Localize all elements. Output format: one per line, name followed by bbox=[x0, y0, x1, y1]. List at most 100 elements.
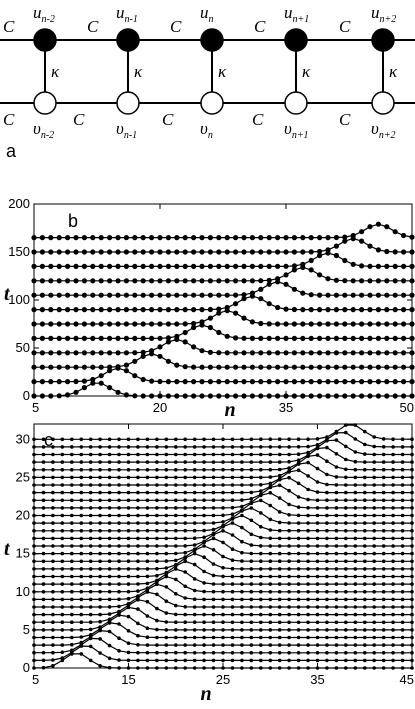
data-point bbox=[182, 263, 188, 269]
data-point bbox=[268, 491, 273, 495]
data-point bbox=[334, 628, 339, 632]
data-point bbox=[60, 506, 65, 510]
data-point bbox=[409, 234, 415, 240]
data-point bbox=[192, 620, 197, 624]
data-point bbox=[296, 461, 301, 465]
data-point bbox=[115, 307, 121, 313]
data-point bbox=[126, 468, 131, 472]
data-point bbox=[117, 622, 121, 626]
data-point bbox=[207, 324, 213, 331]
data-point bbox=[51, 643, 55, 647]
data-point bbox=[363, 521, 367, 525]
data-point bbox=[199, 292, 205, 298]
data-point bbox=[277, 467, 282, 472]
data-point bbox=[211, 643, 216, 647]
data-point bbox=[384, 278, 390, 284]
data-point bbox=[287, 567, 291, 571]
data-point bbox=[249, 467, 254, 472]
data-point bbox=[145, 460, 150, 464]
data-point bbox=[140, 249, 146, 255]
data-point bbox=[268, 635, 273, 640]
y-tick-label: 150 bbox=[8, 244, 30, 259]
data-point bbox=[41, 665, 46, 670]
data-point bbox=[266, 321, 272, 327]
data-point bbox=[384, 364, 390, 370]
data-point bbox=[268, 605, 273, 609]
data-point bbox=[230, 651, 235, 655]
data-point bbox=[207, 364, 213, 370]
data-point bbox=[240, 658, 244, 663]
data-point bbox=[145, 468, 150, 472]
data-point bbox=[221, 445, 225, 449]
data-point bbox=[342, 379, 348, 385]
data-point bbox=[353, 536, 358, 541]
data-point bbox=[216, 329, 222, 336]
data-point bbox=[174, 521, 178, 525]
data-point bbox=[277, 635, 282, 640]
data-point bbox=[174, 307, 180, 313]
data-point bbox=[221, 628, 225, 632]
data-point bbox=[381, 498, 386, 503]
data-point bbox=[126, 483, 131, 487]
kappa-label: κ bbox=[302, 62, 311, 81]
series-line-9 bbox=[34, 252, 412, 267]
data-point bbox=[384, 335, 390, 341]
data-point bbox=[325, 490, 329, 495]
data-point bbox=[32, 529, 36, 533]
data-point bbox=[117, 490, 121, 495]
data-point bbox=[98, 521, 102, 525]
data-point bbox=[174, 513, 178, 518]
data-point bbox=[192, 612, 197, 617]
data-point bbox=[79, 513, 84, 518]
data-point bbox=[88, 445, 93, 449]
data-point bbox=[230, 516, 235, 520]
data-point bbox=[126, 641, 131, 645]
data-point bbox=[56, 335, 62, 341]
data-point bbox=[132, 278, 138, 284]
data-point bbox=[268, 475, 273, 479]
data-point bbox=[107, 574, 112, 579]
data-point bbox=[79, 468, 84, 472]
data-point bbox=[367, 307, 373, 313]
data-point bbox=[363, 582, 367, 586]
data-point bbox=[315, 628, 320, 632]
data-point bbox=[259, 445, 263, 449]
data-point bbox=[48, 278, 54, 284]
data-point bbox=[207, 292, 213, 298]
data-point bbox=[400, 445, 405, 449]
data-point bbox=[372, 544, 377, 548]
data-point bbox=[410, 460, 414, 464]
data-point bbox=[410, 612, 414, 617]
data-point bbox=[211, 635, 216, 640]
data-point bbox=[392, 350, 398, 356]
data-point bbox=[283, 335, 289, 341]
data-point bbox=[211, 460, 216, 464]
data-point bbox=[60, 597, 65, 602]
data-point bbox=[174, 235, 180, 241]
data-point bbox=[41, 590, 46, 594]
data-point bbox=[391, 597, 395, 602]
data-point bbox=[98, 437, 102, 442]
data-point bbox=[241, 335, 247, 341]
data-point bbox=[363, 643, 367, 647]
data-point bbox=[287, 528, 291, 533]
data-point bbox=[306, 453, 310, 458]
data-point bbox=[183, 666, 187, 670]
data-point bbox=[88, 483, 93, 487]
data-point bbox=[117, 636, 121, 640]
y-axis-label-b: t bbox=[4, 283, 11, 305]
data-point bbox=[56, 249, 62, 255]
data-point bbox=[191, 344, 197, 350]
data-point bbox=[287, 635, 291, 640]
data-point bbox=[140, 278, 146, 284]
data-point bbox=[211, 620, 216, 624]
data-point bbox=[117, 604, 121, 609]
data-point bbox=[291, 286, 297, 292]
data-point bbox=[363, 574, 367, 579]
data-point bbox=[325, 364, 331, 370]
data-point bbox=[221, 460, 225, 464]
data-point bbox=[126, 513, 131, 518]
data-point bbox=[32, 536, 36, 541]
data-point bbox=[51, 605, 55, 609]
